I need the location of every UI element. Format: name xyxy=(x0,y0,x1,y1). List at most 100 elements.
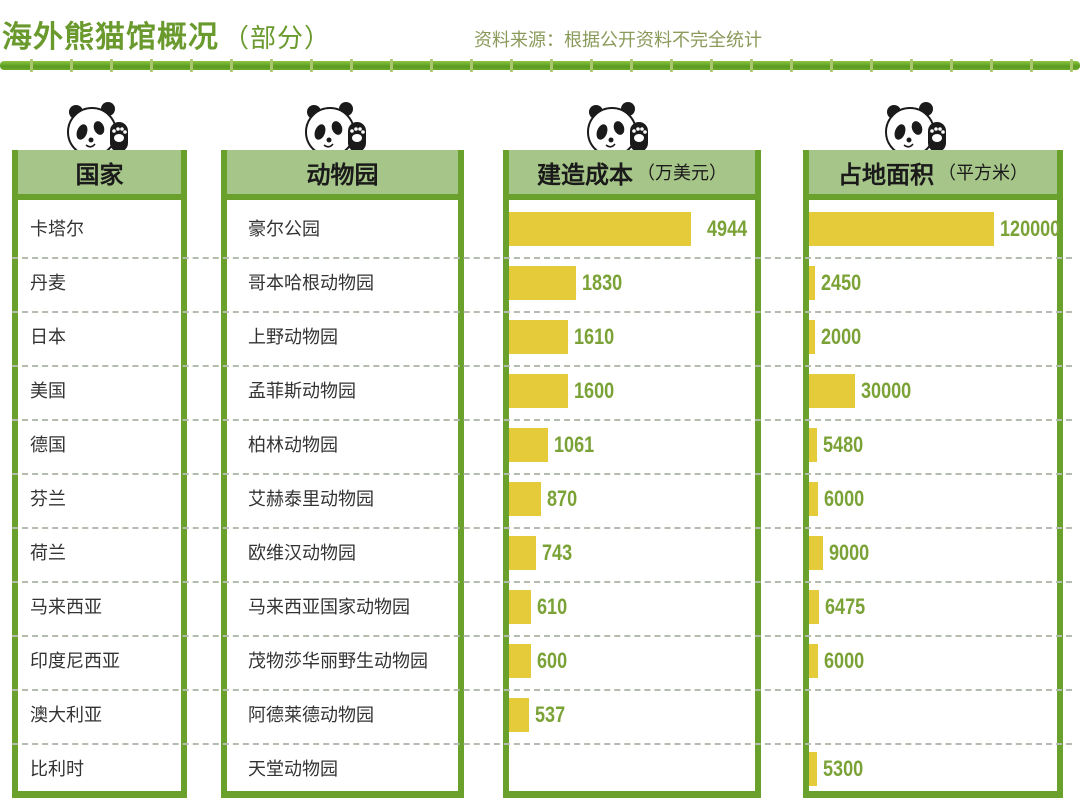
value-cost: 1061 xyxy=(554,432,595,457)
title-suffix: （部分） xyxy=(223,24,332,54)
bamboo-node xyxy=(750,59,753,72)
bamboo-node xyxy=(310,59,313,72)
bar-area xyxy=(809,212,994,246)
header-label: 占地面积 xyxy=(838,160,934,189)
value-area: 9000 xyxy=(829,540,870,565)
bamboo-node xyxy=(550,59,553,72)
cell-country: 美国 xyxy=(30,381,66,402)
bamboo-node xyxy=(910,59,913,72)
row-divider xyxy=(12,527,1072,529)
row-divider xyxy=(12,311,1072,313)
bar-cost xyxy=(509,428,548,462)
cell-country: 荷兰 xyxy=(30,543,66,564)
bamboo-node xyxy=(270,59,273,72)
header-unit: （万美元） xyxy=(637,163,727,184)
value-cost: 4944 xyxy=(707,216,748,241)
value-cost: 537 xyxy=(535,702,566,727)
bamboo-node xyxy=(70,59,73,72)
bamboo-node xyxy=(870,59,873,72)
page-title: 海外熊猫馆概况 （部分） xyxy=(2,12,331,56)
bar-area xyxy=(809,752,817,786)
row-divider xyxy=(12,689,1072,691)
bamboo-node xyxy=(670,59,673,72)
value-cost: 1600 xyxy=(574,378,615,403)
cell-zoo: 豪尔公园 xyxy=(248,219,320,240)
bar-cost xyxy=(509,266,576,300)
value-area: 5480 xyxy=(823,432,864,457)
value-cost: 600 xyxy=(537,648,568,673)
header-label: 动物园 xyxy=(306,160,379,189)
cell-country: 日本 xyxy=(30,327,66,348)
bar-cost xyxy=(509,374,568,408)
bar-cost xyxy=(509,536,536,570)
bar-area xyxy=(809,590,819,624)
header-label: 建造成本 xyxy=(537,160,633,189)
bamboo-node xyxy=(1030,59,1033,72)
cell-zoo: 马来西亚国家动物园 xyxy=(248,597,410,618)
bar-area xyxy=(809,428,817,462)
bamboo-node xyxy=(470,59,473,72)
bar-area xyxy=(809,644,818,678)
value-area: 30000 xyxy=(861,378,912,403)
panda-icon xyxy=(587,101,649,152)
bar-cost xyxy=(509,590,531,624)
bamboo-divider xyxy=(0,59,1080,72)
header-unit: （平方米） xyxy=(938,163,1028,184)
value-cost: 1830 xyxy=(582,270,623,295)
cell-zoo: 欧维汉动物园 xyxy=(248,543,356,564)
bamboo-node xyxy=(630,59,633,72)
cell-zoo: 上野动物园 xyxy=(248,327,338,348)
value-cost: 870 xyxy=(547,486,578,511)
cell-country: 丹麦 xyxy=(30,273,66,294)
bamboo-node xyxy=(790,59,793,72)
header-label: 国家 xyxy=(75,160,124,189)
bamboo-node xyxy=(430,59,433,72)
cell-zoo: 艾赫泰里动物园 xyxy=(248,489,374,510)
value-area: 6000 xyxy=(824,486,865,511)
panda-icon xyxy=(67,102,128,152)
cell-zoo: 哥本哈根动物园 xyxy=(248,273,374,294)
cell-country: 德国 xyxy=(30,435,66,456)
value-area: 6475 xyxy=(825,594,866,619)
bar-cost xyxy=(509,698,529,732)
panda-icon xyxy=(885,101,947,152)
value-area: 6000 xyxy=(824,648,865,673)
value-cost: 1610 xyxy=(574,324,615,349)
column-header-country: 国家 xyxy=(18,150,181,200)
cell-zoo: 天堂动物园 xyxy=(248,759,338,780)
bar-cost xyxy=(509,482,541,516)
bamboo-node xyxy=(710,59,713,72)
bamboo-node xyxy=(390,59,393,72)
cell-zoo: 阿德莱德动物园 xyxy=(248,705,374,726)
row-divider xyxy=(12,635,1072,637)
bamboo-node xyxy=(1070,59,1073,72)
bar-area xyxy=(809,320,815,354)
column-header-area: 占地面积 （平方米） xyxy=(809,150,1057,200)
bar-area xyxy=(809,266,815,300)
bar-area xyxy=(809,536,823,570)
bamboo-node xyxy=(590,59,593,72)
bamboo-node xyxy=(950,59,953,72)
bamboo-node xyxy=(510,59,513,72)
value-area: 5300 xyxy=(823,756,864,781)
bamboo-node xyxy=(350,59,353,72)
bamboo-node xyxy=(830,59,833,72)
cell-zoo: 柏林动物园 xyxy=(248,435,338,456)
bar-cost xyxy=(509,644,531,678)
column-header-zoo: 动物园 xyxy=(227,150,458,200)
bamboo-node xyxy=(30,59,33,72)
cell-country: 卡塔尔 xyxy=(30,219,84,240)
bar-cost xyxy=(509,320,568,354)
value-cost: 743 xyxy=(542,540,573,565)
value-area: 2000 xyxy=(821,324,862,349)
column-header-cost: 建造成本 （万美元） xyxy=(509,150,755,200)
bar-area xyxy=(809,482,818,516)
cell-country: 马来西亚 xyxy=(30,597,102,618)
value-area: 120000 xyxy=(1000,216,1061,241)
bamboo-node xyxy=(990,59,993,72)
bamboo-node xyxy=(190,59,193,72)
bamboo-node xyxy=(150,59,153,72)
value-area: 2450 xyxy=(821,270,862,295)
cell-zoo: 茂物莎华丽野生动物园 xyxy=(248,651,428,672)
title-main: 海外熊猫馆概况 xyxy=(2,20,219,55)
